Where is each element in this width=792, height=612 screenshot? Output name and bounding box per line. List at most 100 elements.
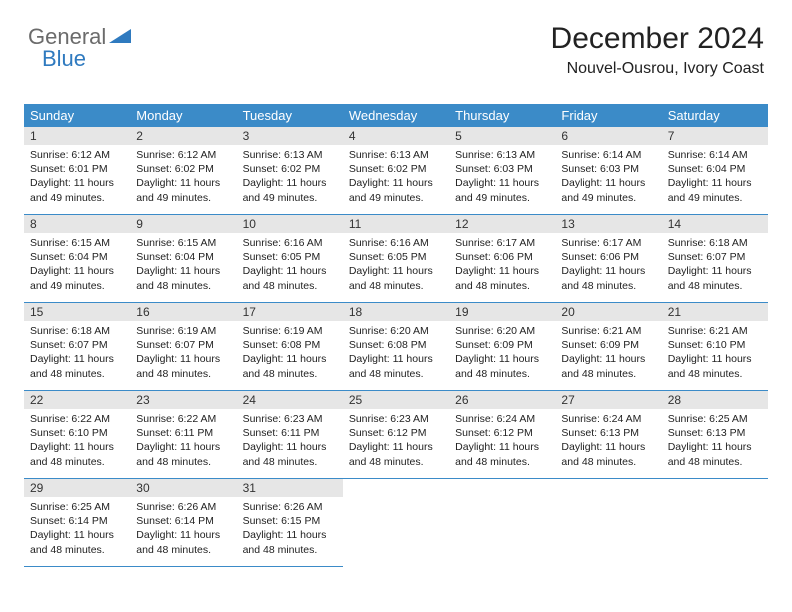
day-info: Sunrise: 6:16 AMSunset: 6:05 PMDaylight:…	[343, 236, 449, 293]
day-info: Sunrise: 6:25 AMSunset: 6:14 PMDaylight:…	[24, 500, 130, 557]
calendar-grid: SundayMondayTuesdayWednesdayThursdayFrid…	[24, 104, 768, 567]
logo-blue-wrap: Blue	[42, 46, 86, 72]
logo-blue: Blue	[42, 46, 86, 71]
calendar-cell: 18 Sunrise: 6:20 AMSunset: 6:08 PMDayligh…	[343, 303, 449, 391]
day-info: Sunrise: 6:20 AMSunset: 6:08 PMDaylight:…	[343, 324, 449, 381]
day-number: 20	[555, 303, 661, 321]
day-info: Sunrise: 6:17 AMSunset: 6:06 PMDaylight:…	[555, 236, 661, 293]
day-number: 29	[24, 479, 130, 497]
page-subtitle: Nouvel-Ousrou, Ivory Coast	[551, 60, 764, 78]
calendar-cell: 14Sunrise: 6:18 AMSunset: 6:07 PMDayligh…	[662, 215, 768, 303]
day-info: Sunrise: 6:22 AMSunset: 6:10 PMDaylight:…	[24, 412, 130, 469]
day-info: Sunrise: 6:12 AMSunset: 6:01 PMDaylight:…	[24, 148, 130, 205]
calendar-cell-empty	[662, 479, 768, 567]
day-number: 12	[449, 215, 555, 233]
day-number: 27	[555, 391, 661, 409]
day-number: 15	[24, 303, 130, 321]
calendar-cell: 26 Sunrise: 6:24 AMSunset: 6:12 PMDayligh…	[449, 391, 555, 479]
day-number: 25	[343, 391, 449, 409]
day-number: 9	[130, 215, 236, 233]
calendar-cell: 17Sunrise: 6:19 AMSunset: 6:08 PMDayligh…	[237, 303, 343, 391]
calendar-cell: 3 Sunrise: 6:13 AMSunset: 6:02 PMDaylight…	[237, 127, 343, 215]
day-number: 21	[662, 303, 768, 321]
day-info: Sunrise: 6:14 AMSunset: 6:04 PMDaylight:…	[662, 148, 768, 205]
day-number: 11	[343, 215, 449, 233]
calendar-cell: 16 Sunrise: 6:19 AMSunset: 6:07 PMDayligh…	[130, 303, 236, 391]
calendar-cell: 23 Sunrise: 6:22 AMSunset: 6:11 PMDayligh…	[130, 391, 236, 479]
day-info: Sunrise: 6:18 AMSunset: 6:07 PMDaylight:…	[662, 236, 768, 293]
calendar-cell: 20 Sunrise: 6:21 AMSunset: 6:09 PMDayligh…	[555, 303, 661, 391]
day-info: Sunrise: 6:23 AMSunset: 6:11 PMDaylight:…	[237, 412, 343, 469]
calendar-cell: 7 Sunrise: 6:14 AMSunset: 6:04 PMDaylight…	[662, 127, 768, 215]
day-number: 7	[662, 127, 768, 145]
day-info: Sunrise: 6:15 AMSunset: 6:04 PMDaylight:…	[130, 236, 236, 293]
day-info: Sunrise: 6:25 AMSunset: 6:13 PMDaylight:…	[662, 412, 768, 469]
calendar-cell: 13Sunrise: 6:17 AMSunset: 6:06 PMDayligh…	[555, 215, 661, 303]
day-number: 22	[24, 391, 130, 409]
day-info: Sunrise: 6:18 AMSunset: 6:07 PMDaylight:…	[24, 324, 130, 381]
calendar-cell: 15 Sunrise: 6:18 AMSunset: 6:07 PMDayligh…	[24, 303, 130, 391]
day-number: 23	[130, 391, 236, 409]
day-header: Friday	[555, 104, 661, 127]
day-number: 18	[343, 303, 449, 321]
calendar-cell: 11 Sunrise: 6:16 AMSunset: 6:05 PMDayligh…	[343, 215, 449, 303]
calendar-cell: 24 Sunrise: 6:23 AMSunset: 6:11 PMDayligh…	[237, 391, 343, 479]
calendar-cell-empty	[449, 479, 555, 567]
calendar-cell: 4 Sunrise: 6:13 AMSunset: 6:02 PMDaylight…	[343, 127, 449, 215]
day-number: 3	[237, 127, 343, 145]
day-header: Wednesday	[343, 104, 449, 127]
day-info: Sunrise: 6:19 AMSunset: 6:07 PMDaylight:…	[130, 324, 236, 381]
day-info: Sunrise: 6:14 AMSunset: 6:03 PMDaylight:…	[555, 148, 661, 205]
day-number: 31	[237, 479, 343, 497]
day-info: Sunrise: 6:13 AMSunset: 6:02 PMDaylight:…	[343, 148, 449, 205]
calendar-cell-empty	[555, 479, 661, 567]
day-number: 5	[449, 127, 555, 145]
day-info: Sunrise: 6:16 AMSunset: 6:05 PMDaylight:…	[237, 236, 343, 293]
calendar-cell: 19 Sunrise: 6:20 AMSunset: 6:09 PMDayligh…	[449, 303, 555, 391]
day-info: Sunrise: 6:21 AMSunset: 6:09 PMDaylight:…	[555, 324, 661, 381]
calendar-cell: 27 Sunrise: 6:24 AMSunset: 6:13 PMDayligh…	[555, 391, 661, 479]
day-info: Sunrise: 6:15 AMSunset: 6:04 PMDaylight:…	[24, 236, 130, 293]
day-number: 30	[130, 479, 236, 497]
calendar-cell: 12 Sunrise: 6:17 AMSunset: 6:06 PMDayligh…	[449, 215, 555, 303]
day-info: Sunrise: 6:24 AMSunset: 6:12 PMDaylight:…	[449, 412, 555, 469]
day-info: Sunrise: 6:23 AMSunset: 6:12 PMDaylight:…	[343, 412, 449, 469]
day-info: Sunrise: 6:24 AMSunset: 6:13 PMDaylight:…	[555, 412, 661, 469]
day-info: Sunrise: 6:21 AMSunset: 6:10 PMDaylight:…	[662, 324, 768, 381]
calendar-cell: 31 Sunrise: 6:26 AMSunset: 6:15 PMDayligh…	[237, 479, 343, 567]
day-info: Sunrise: 6:13 AMSunset: 6:02 PMDaylight:…	[237, 148, 343, 205]
day-number: 16	[130, 303, 236, 321]
day-info: Sunrise: 6:17 AMSunset: 6:06 PMDaylight:…	[449, 236, 555, 293]
day-header: Thursday	[449, 104, 555, 127]
day-number: 17	[237, 303, 343, 321]
calendar-cell: 21 Sunrise: 6:21 AMSunset: 6:10 PMDayligh…	[662, 303, 768, 391]
day-number: 2	[130, 127, 236, 145]
calendar-cell: 25 Sunrise: 6:23 AMSunset: 6:12 PMDayligh…	[343, 391, 449, 479]
day-header: Saturday	[662, 104, 768, 127]
page-header: December 2024 Nouvel-Ousrou, Ivory Coast	[551, 22, 764, 78]
day-number: 28	[662, 391, 768, 409]
calendar-cell: 30 Sunrise: 6:26 AMSunset: 6:14 PMDayligh…	[130, 479, 236, 567]
day-header: Monday	[130, 104, 236, 127]
page-title: December 2024	[551, 22, 764, 56]
day-number: 24	[237, 391, 343, 409]
day-info: Sunrise: 6:12 AMSunset: 6:02 PMDaylight:…	[130, 148, 236, 205]
calendar-cell: 22 Sunrise: 6:22 AMSunset: 6:10 PMDayligh…	[24, 391, 130, 479]
calendar-cell: 5Sunrise: 6:13 AMSunset: 6:03 PMDaylight…	[449, 127, 555, 215]
day-number: 6	[555, 127, 661, 145]
day-number: 4	[343, 127, 449, 145]
calendar-cell: 10 Sunrise: 6:16 AMSunset: 6:05 PMDayligh…	[237, 215, 343, 303]
day-info: Sunrise: 6:26 AMSunset: 6:15 PMDaylight:…	[237, 500, 343, 557]
day-header: Sunday	[24, 104, 130, 127]
day-header: Tuesday	[237, 104, 343, 127]
day-info: Sunrise: 6:20 AMSunset: 6:09 PMDaylight:…	[449, 324, 555, 381]
day-info: Sunrise: 6:26 AMSunset: 6:14 PMDaylight:…	[130, 500, 236, 557]
day-number: 10	[237, 215, 343, 233]
logo-triangle-icon	[109, 27, 131, 48]
day-number: 19	[449, 303, 555, 321]
day-info: Sunrise: 6:22 AMSunset: 6:11 PMDaylight:…	[130, 412, 236, 469]
calendar-cell-empty	[343, 479, 449, 567]
day-number: 8	[24, 215, 130, 233]
day-number: 26	[449, 391, 555, 409]
calendar-cell: 8 Sunrise: 6:15 AMSunset: 6:04 PMDaylight…	[24, 215, 130, 303]
